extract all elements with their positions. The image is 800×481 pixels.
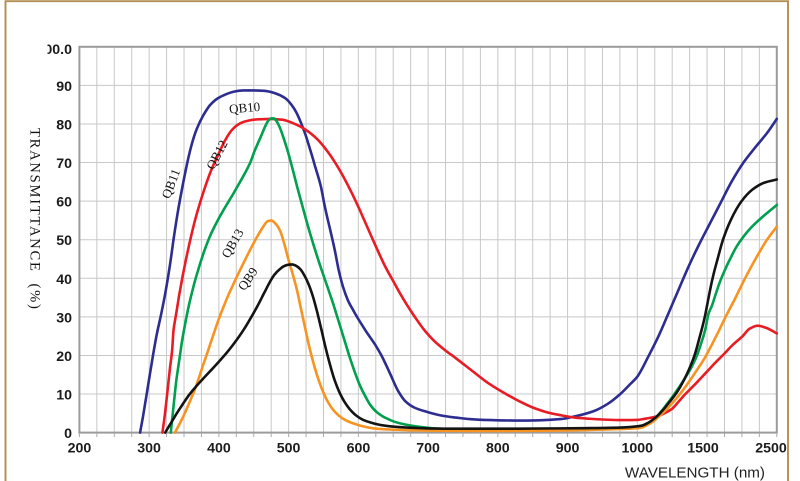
svg-text:00.0: 00.0: [44, 42, 72, 58]
svg-text:90: 90: [56, 79, 72, 95]
svg-text:70: 70: [56, 156, 72, 172]
svg-text:20: 20: [56, 349, 72, 365]
svg-text:QB10: QB10: [228, 99, 260, 117]
svg-text:30: 30: [56, 310, 72, 326]
svg-text:60: 60: [56, 195, 72, 211]
svg-text:1000: 1000: [622, 441, 654, 457]
svg-text:1500: 1500: [687, 441, 719, 457]
svg-text:WAVELENGTH (nm): WAVELENGTH (nm): [625, 465, 765, 481]
svg-text:TRANSMITTANCE (%): TRANSMITTANCE (%): [27, 128, 43, 311]
svg-text:800: 800: [486, 441, 510, 457]
svg-text:50: 50: [56, 233, 72, 249]
svg-text:200: 200: [68, 441, 92, 457]
svg-text:80: 80: [56, 118, 72, 134]
svg-text:2500: 2500: [755, 441, 787, 457]
svg-text:500: 500: [277, 441, 301, 457]
svg-text:40: 40: [56, 272, 72, 288]
svg-text:0: 0: [64, 426, 72, 442]
svg-text:10: 10: [56, 388, 72, 404]
svg-text:900: 900: [556, 441, 580, 457]
svg-text:700: 700: [416, 441, 440, 457]
svg-text:300: 300: [137, 441, 161, 457]
svg-text:600: 600: [347, 441, 371, 457]
svg-text:400: 400: [207, 441, 231, 457]
